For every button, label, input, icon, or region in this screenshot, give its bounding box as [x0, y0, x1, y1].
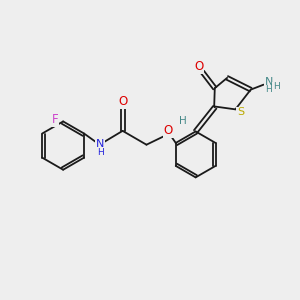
Text: H: H: [273, 82, 280, 91]
Text: H: H: [265, 85, 272, 94]
Text: O: O: [194, 60, 203, 73]
Text: O: O: [164, 124, 173, 137]
Text: N: N: [265, 77, 273, 87]
Text: N: N: [96, 139, 104, 149]
Text: F: F: [52, 113, 58, 126]
Text: H: H: [178, 116, 186, 126]
Text: S: S: [237, 107, 244, 117]
Text: O: O: [118, 95, 127, 108]
Text: H: H: [97, 148, 104, 157]
